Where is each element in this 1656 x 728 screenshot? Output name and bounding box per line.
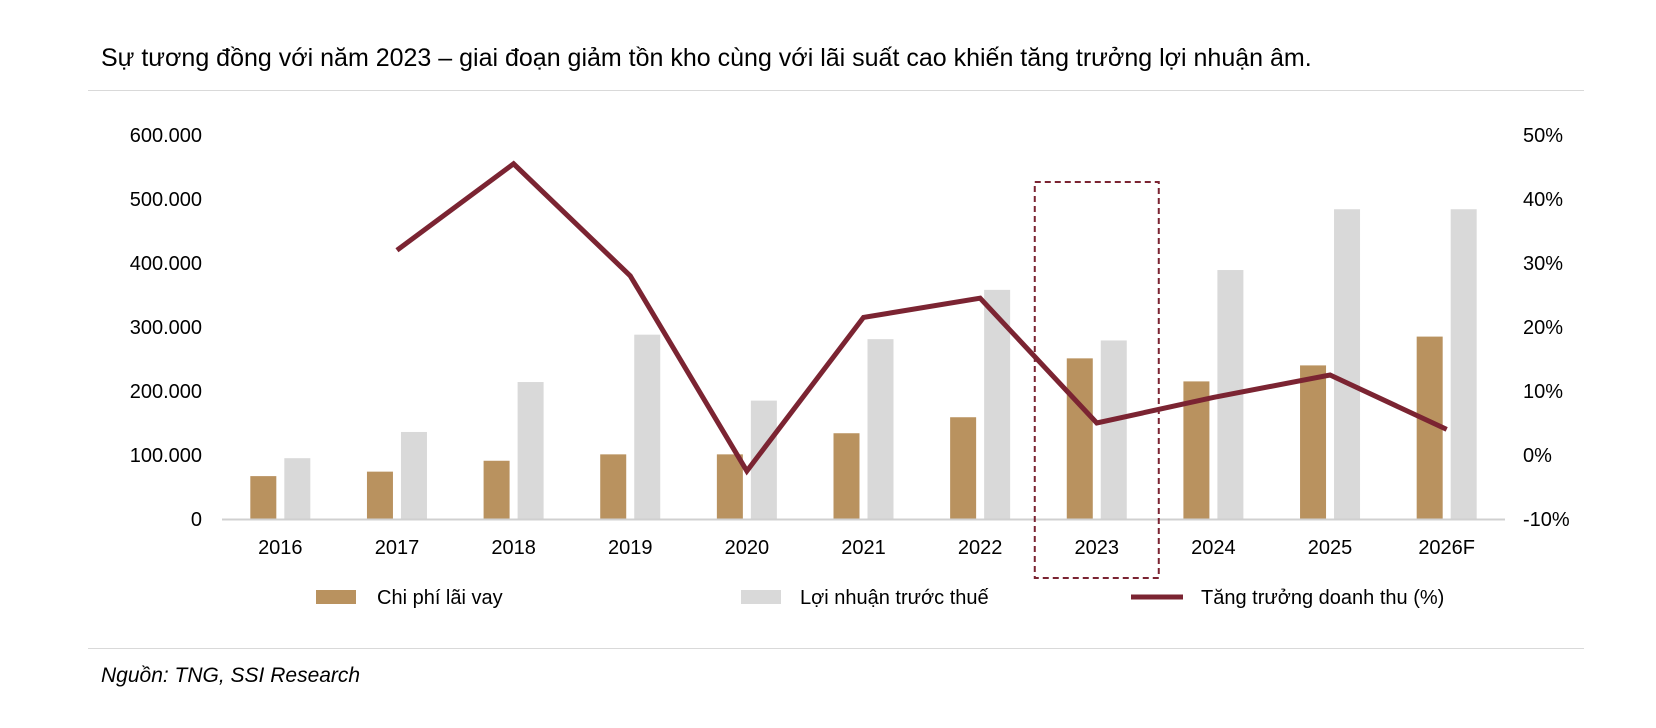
bar-loi-nhuan-truoc-thue-2016 [284, 458, 311, 519]
line-tang-truong-doanh-thu [395, 160, 1448, 476]
y-left-tick-label: 600.000 [130, 125, 202, 147]
source-note: Nguồn: TNG, SSI Research [101, 664, 361, 687]
axis-layer: 0 100.000 200.000 300.000 400.000 500.000 600.… [130, 125, 1570, 559]
legend-swatch [316, 590, 356, 604]
bar-chi-phi-lai-vay-2018 [483, 460, 510, 519]
legend-label: Tăng trưởng doanh thu (%) [1201, 587, 1444, 609]
x-tick-label: 2019 [608, 537, 653, 559]
bar-chi-phi-lai-vay-2021 [833, 433, 860, 519]
bar-chi-phi-lai-vay-2019 [600, 454, 627, 519]
y-right-tick-label: 30% [1523, 253, 1563, 275]
y-right-tick-label: 50% [1523, 125, 1563, 147]
bar-loi-nhuan-truoc-thue-2018 [517, 382, 544, 519]
y-right-tick-label: 0% [1523, 445, 1552, 467]
y-left-tick-label: 200.000 [130, 381, 202, 403]
chart-canvas: 0 100.000 200.000 300.000 400.000 500.000 600.… [130, 125, 1570, 609]
x-tick-label: 2021 [841, 537, 886, 559]
y-left-tick-label: 100.000 [130, 445, 202, 467]
bar-loi-nhuan-truoc-thue-2023 [1100, 340, 1127, 519]
top-divider [88, 90, 1584, 91]
line-layer [395, 160, 1448, 476]
bars-layer [250, 209, 1477, 520]
x-tick-label: 2016 [258, 537, 303, 559]
legend-swatch [741, 590, 781, 604]
bar-chi-phi-lai-vay-2023 [1066, 358, 1093, 519]
x-tick-label: 2024 [1191, 537, 1236, 559]
x-tick-label: 2023 [1075, 537, 1120, 559]
x-tick-label: 2026F [1418, 537, 1475, 559]
highlight-box-2023 [1033, 181, 1160, 579]
bar-loi-nhuan-truoc-thue-2019 [634, 334, 661, 519]
bottom-divider [88, 648, 1584, 649]
y-right-tick-label: 20% [1523, 317, 1563, 339]
bar-chi-phi-lai-vay-2017 [366, 471, 393, 519]
bar-chi-phi-lai-vay-2020 [716, 454, 743, 519]
bar-chi-phi-lai-vay-2025 [1300, 365, 1327, 519]
y-right-tick-label: -10% [1523, 509, 1570, 531]
legend-label: Chi phí lãi vay [377, 587, 503, 609]
legend-label: Lợi nhuận trước thuế [800, 587, 989, 609]
legend: Chi phí lãi vay Lợi nhuận trước thuế Tăng … [316, 587, 1444, 609]
bar-loi-nhuan-truoc-thue-2026F [1450, 209, 1477, 520]
x-tick-label: 2020 [725, 537, 770, 559]
y-left-tick-label: 300.000 [130, 317, 202, 339]
x-tick-label: 2022 [958, 537, 1003, 559]
x-tick-label: 2025 [1308, 537, 1353, 559]
bar-chi-phi-lai-vay-2016 [250, 476, 277, 519]
y-left-tick-label: 400.000 [130, 253, 202, 275]
highlight-layer [1033, 181, 1160, 579]
bar-loi-nhuan-truoc-thue-2021 [867, 339, 894, 519]
chart-title: Sự tương đồng với năm 2023 – giai đoạn g… [101, 44, 1312, 72]
y-right-tick-label: 40% [1523, 189, 1563, 211]
x-tick-label: 2018 [491, 537, 536, 559]
bar-chi-phi-lai-vay-2022 [950, 417, 977, 519]
y-left-tick-label: 500.000 [130, 189, 202, 211]
y-left-tick-label: 0 [191, 509, 202, 531]
x-tick-label: 2017 [375, 537, 420, 559]
bar-loi-nhuan-truoc-thue-2025 [1334, 209, 1361, 520]
bar-loi-nhuan-truoc-thue-2017 [400, 431, 427, 519]
y-right-tick-label: 10% [1523, 381, 1563, 403]
